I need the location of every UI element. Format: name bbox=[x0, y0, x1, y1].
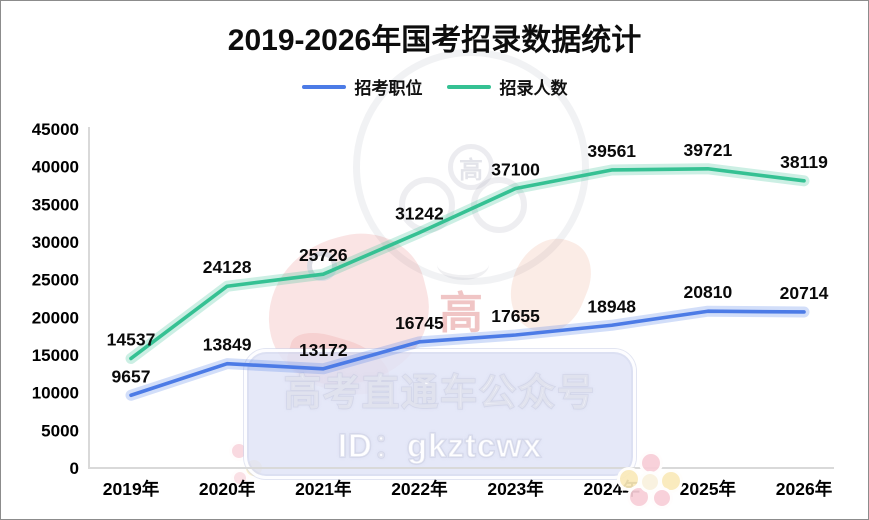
data-label-series-0: 20810 bbox=[684, 282, 733, 302]
data-label-series-0: 13849 bbox=[203, 335, 252, 355]
watermark-badge: 高考直通车公众号 ID：gkztcwx bbox=[244, 349, 636, 479]
x-tick-label: 2022年 bbox=[391, 479, 448, 499]
legend-label-headcount: 招录人数 bbox=[499, 79, 568, 98]
page-title: 2019-2026年国考招录数据统计 bbox=[227, 24, 642, 57]
x-tick-label: 2023年 bbox=[487, 479, 544, 499]
legend-item-headcount: 招录人数 bbox=[446, 74, 568, 99]
legend-item-positions: 招考职位 bbox=[301, 74, 423, 99]
legend-label-positions: 招考职位 bbox=[354, 79, 423, 98]
x-tick-label: 2024年 bbox=[583, 479, 640, 499]
y-tick-label: 10000 bbox=[32, 384, 79, 403]
series-0-line bbox=[129, 309, 806, 398]
x-tick-label: 2026年 bbox=[776, 479, 833, 499]
chart-legend: 招考职位 招录人数 bbox=[1, 74, 868, 99]
y-tick-label: 35000 bbox=[32, 195, 79, 214]
x-tick-label: 2025年 bbox=[680, 479, 737, 499]
legend-swatch-green-icon bbox=[446, 84, 491, 89]
x-tick-label: 2019年 bbox=[103, 479, 160, 499]
data-label-series-0: 9657 bbox=[112, 366, 151, 386]
x-tick-label: 2021年 bbox=[295, 479, 352, 499]
y-tick-label: 20000 bbox=[32, 308, 79, 327]
data-label-series-1: 37100 bbox=[491, 160, 540, 180]
y-tick-label: 30000 bbox=[32, 233, 79, 252]
data-label-series-1: 39721 bbox=[684, 140, 733, 160]
y-tick-label: 45000 bbox=[32, 120, 79, 139]
y-tick-label: 40000 bbox=[32, 158, 79, 177]
y-tick-label: 5000 bbox=[41, 421, 79, 440]
data-label-series-1: 38119 bbox=[780, 152, 828, 172]
data-label-series-0: 17655 bbox=[491, 306, 540, 326]
y-tick-label: 15000 bbox=[32, 346, 79, 365]
x-tick-label: 2020年 bbox=[199, 479, 256, 499]
watermark-account-name: 高考直通车公众号 bbox=[283, 371, 596, 414]
data-label-series-0: 20714 bbox=[780, 283, 829, 303]
data-label-series-1: 39561 bbox=[587, 141, 636, 161]
data-label-series-0: 16745 bbox=[395, 313, 444, 333]
data-label-series-1: 31242 bbox=[395, 204, 444, 224]
data-label-series-0: 18948 bbox=[587, 296, 636, 316]
series-1-line bbox=[129, 166, 806, 361]
y-tick-label: 25000 bbox=[32, 271, 79, 290]
data-label-series-1: 14537 bbox=[107, 329, 156, 349]
data-label-series-0: 13172 bbox=[299, 340, 348, 360]
watermark-account-id: ID：gkztcwx bbox=[337, 426, 543, 465]
legend-swatch-blue-icon bbox=[301, 84, 346, 89]
data-label-series-1: 25726 bbox=[299, 245, 348, 265]
y-tick-label: 0 bbox=[70, 459, 79, 478]
data-label-series-1: 24128 bbox=[203, 257, 252, 277]
